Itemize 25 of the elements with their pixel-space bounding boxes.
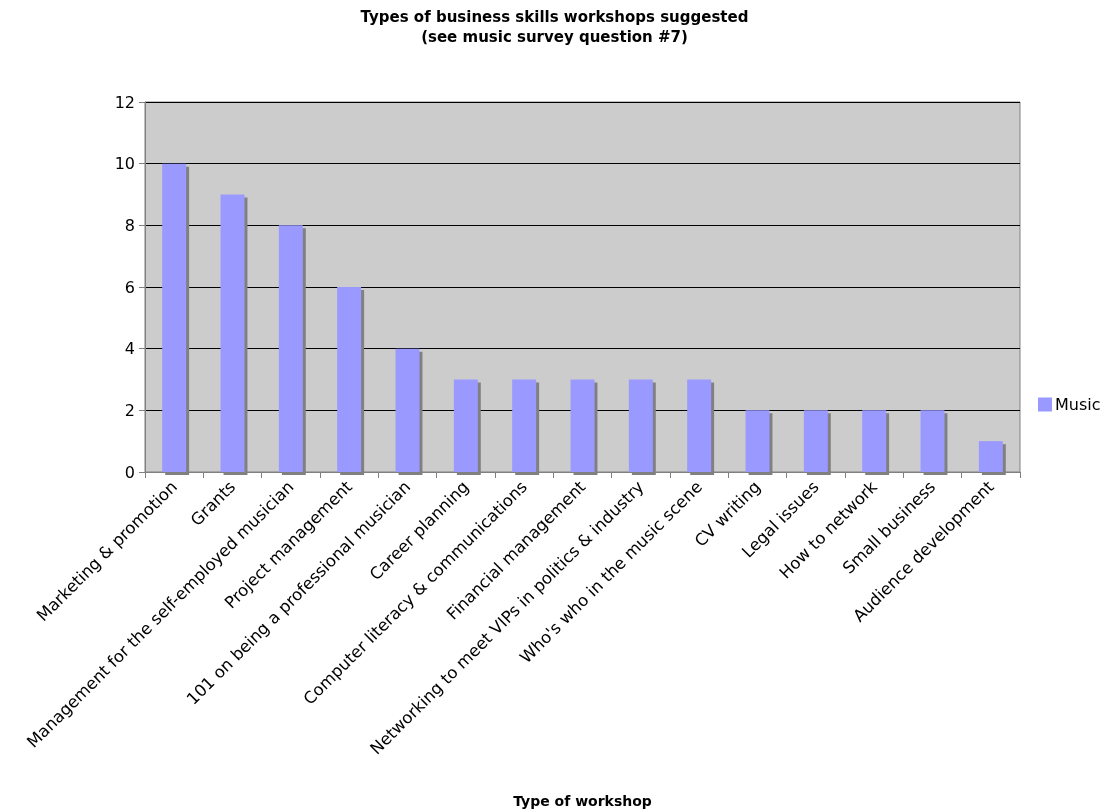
bar xyxy=(337,287,362,472)
y-tick-label: 0 xyxy=(124,462,135,482)
chart-title: Types of business skills workshops suggested (see music survey question #7) xyxy=(360,8,749,46)
y-tick-label: 4 xyxy=(124,339,135,359)
bar xyxy=(278,225,303,472)
y-tick-label: 12 xyxy=(114,92,135,112)
y-tick-label: 8 xyxy=(124,215,135,235)
bar xyxy=(745,410,770,472)
y-tick-label: 2 xyxy=(124,400,135,420)
bar xyxy=(220,194,245,472)
y-tick-label: 10 xyxy=(114,154,135,174)
bar xyxy=(162,163,187,472)
bar xyxy=(628,379,653,472)
bar xyxy=(862,410,887,472)
bar xyxy=(395,348,420,472)
bar xyxy=(570,379,595,472)
bar xyxy=(978,441,1003,472)
y-tick-label: 6 xyxy=(124,277,135,297)
bar xyxy=(512,379,537,472)
legend-label: Music xyxy=(1055,395,1101,414)
x-axis-title: Type of workshop xyxy=(513,793,652,809)
bar xyxy=(687,379,712,472)
bar xyxy=(453,379,478,472)
bar xyxy=(803,410,828,472)
bar xyxy=(920,410,945,472)
